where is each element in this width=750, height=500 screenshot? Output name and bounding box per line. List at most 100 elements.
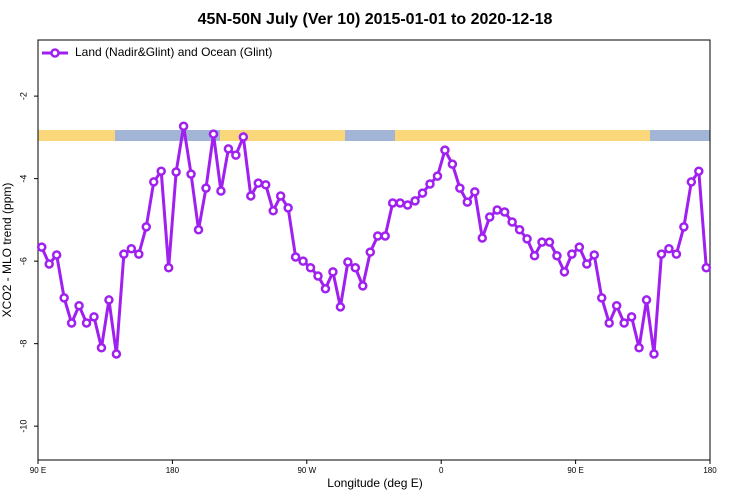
data-point xyxy=(208,129,219,139)
data-point xyxy=(679,222,689,232)
data-point xyxy=(514,225,525,235)
data-point xyxy=(559,267,570,277)
data-point xyxy=(641,295,652,305)
x-tick-label: 90 E xyxy=(567,466,583,475)
data-point xyxy=(507,217,517,227)
data-point xyxy=(253,178,264,188)
data-point xyxy=(387,198,398,208)
x-tick-label: 180 xyxy=(166,466,180,475)
data-point xyxy=(216,186,226,196)
map-strip xyxy=(38,130,710,141)
x-tick-label: 180 xyxy=(703,466,717,475)
y-tick-label: -2 xyxy=(18,92,28,100)
data-point xyxy=(447,159,458,169)
data-point xyxy=(186,169,196,179)
data-point xyxy=(246,191,256,201)
data-point xyxy=(36,242,47,252)
data-point xyxy=(440,145,450,155)
data-point xyxy=(148,177,159,187)
data-point xyxy=(66,318,77,328)
data-point xyxy=(350,262,361,273)
data-point xyxy=(89,312,99,322)
y-tick-label: -4 xyxy=(18,175,28,183)
x-tick-label: 90 W xyxy=(297,466,316,475)
y-tick-label: -6 xyxy=(18,257,28,265)
data-point xyxy=(59,293,69,303)
data-point xyxy=(432,171,443,181)
data-point xyxy=(298,256,308,266)
data-point xyxy=(417,188,428,198)
data-point xyxy=(395,198,405,208)
data-point xyxy=(126,244,137,254)
y-axis-label: XCO2 - MLO trend (ppm) xyxy=(0,183,14,318)
data-point xyxy=(671,249,682,259)
legend-marker xyxy=(50,48,60,58)
data-point xyxy=(268,206,278,216)
data-point xyxy=(492,205,502,215)
data-point xyxy=(410,196,420,206)
data-point xyxy=(537,237,547,247)
data-point xyxy=(552,251,562,261)
data-point xyxy=(484,212,495,222)
data-point xyxy=(462,197,473,207)
data-point xyxy=(626,312,637,322)
data-point xyxy=(529,251,540,261)
x-axis-label: Longitude (deg E) xyxy=(327,476,422,490)
data-point xyxy=(567,249,577,259)
data-point xyxy=(694,166,704,176)
data-point xyxy=(171,167,181,177)
data-point xyxy=(111,349,122,359)
data-point xyxy=(283,203,293,213)
data-point xyxy=(44,259,54,269)
data-point xyxy=(119,249,129,259)
data-point xyxy=(499,207,510,217)
legend-label: Land (Nadir&Glint) and Ocean (Glint) xyxy=(75,45,272,59)
data-point xyxy=(649,349,659,359)
data-point xyxy=(313,271,323,281)
data-point xyxy=(380,231,390,241)
x-tick-label: 0 xyxy=(439,466,444,475)
data-point xyxy=(358,281,368,291)
x-tick-label: 90 E xyxy=(30,466,46,475)
data-point xyxy=(425,179,435,189)
data-point xyxy=(74,300,84,311)
data-point xyxy=(582,259,592,269)
data-point xyxy=(238,132,249,142)
data-point xyxy=(686,177,697,187)
chart-title: 45N-50N July (Ver 10) 2015-01-01 to 2020… xyxy=(198,11,553,28)
data-point xyxy=(320,284,331,294)
data-point xyxy=(477,233,488,243)
data-point xyxy=(163,262,174,273)
data-point xyxy=(701,262,712,273)
data-point xyxy=(290,252,301,262)
data-point xyxy=(260,180,271,190)
y-tick-label: -8 xyxy=(18,340,28,348)
data-point xyxy=(664,244,674,254)
data-point xyxy=(574,242,585,252)
data-point xyxy=(96,343,107,353)
data-point xyxy=(611,300,622,311)
data-point xyxy=(178,121,189,131)
data-point xyxy=(305,262,316,273)
data-point xyxy=(455,183,465,193)
data-point xyxy=(201,183,211,193)
data-point xyxy=(156,166,166,176)
data-point xyxy=(134,249,144,259)
data-point xyxy=(193,225,204,235)
data-point xyxy=(51,250,62,260)
data-point xyxy=(656,249,667,259)
data-point xyxy=(544,237,555,247)
y-tick-label: -10 xyxy=(18,420,28,433)
data-point xyxy=(365,247,376,257)
data-point xyxy=(343,257,353,267)
data-point xyxy=(522,234,532,244)
data-point xyxy=(596,293,607,303)
data-point xyxy=(372,231,383,241)
data-point xyxy=(275,191,286,201)
data-point xyxy=(604,318,614,328)
data-point xyxy=(470,187,480,197)
data-point xyxy=(402,200,413,210)
data-point xyxy=(223,144,234,154)
data-point xyxy=(589,250,600,260)
